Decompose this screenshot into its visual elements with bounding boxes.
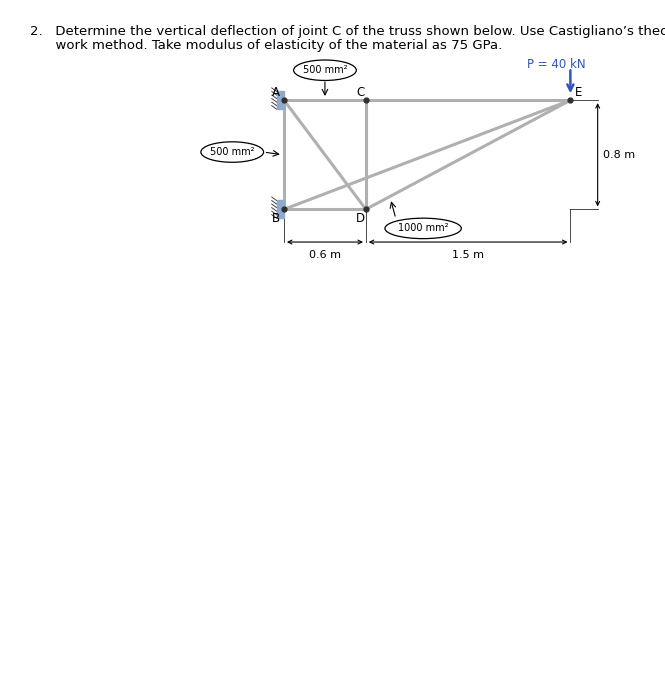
Text: 500 mm²: 500 mm² <box>303 65 347 75</box>
Text: A: A <box>272 85 280 99</box>
Text: work method. Take modulus of elasticity of the material as 75 GPa.: work method. Take modulus of elasticity … <box>30 38 502 52</box>
Text: D: D <box>356 212 365 225</box>
Text: B: B <box>272 212 280 225</box>
Ellipse shape <box>385 218 462 239</box>
Text: C: C <box>356 85 364 99</box>
Text: 500 mm²: 500 mm² <box>210 147 255 157</box>
Text: 0.8 m: 0.8 m <box>603 150 635 160</box>
Ellipse shape <box>201 142 263 162</box>
Bar <box>277 200 284 218</box>
Text: 2.   Determine the vertical deflection of joint C of the truss shown below. Use : 2. Determine the vertical deflection of … <box>30 25 665 38</box>
Bar <box>277 92 284 109</box>
Text: 0.6 m: 0.6 m <box>309 249 341 260</box>
Text: 1000 mm²: 1000 mm² <box>398 223 448 233</box>
Text: 1.5 m: 1.5 m <box>452 249 484 260</box>
Text: P = 40 kN: P = 40 kN <box>527 58 585 71</box>
Ellipse shape <box>293 60 356 80</box>
Text: E: E <box>575 85 583 99</box>
